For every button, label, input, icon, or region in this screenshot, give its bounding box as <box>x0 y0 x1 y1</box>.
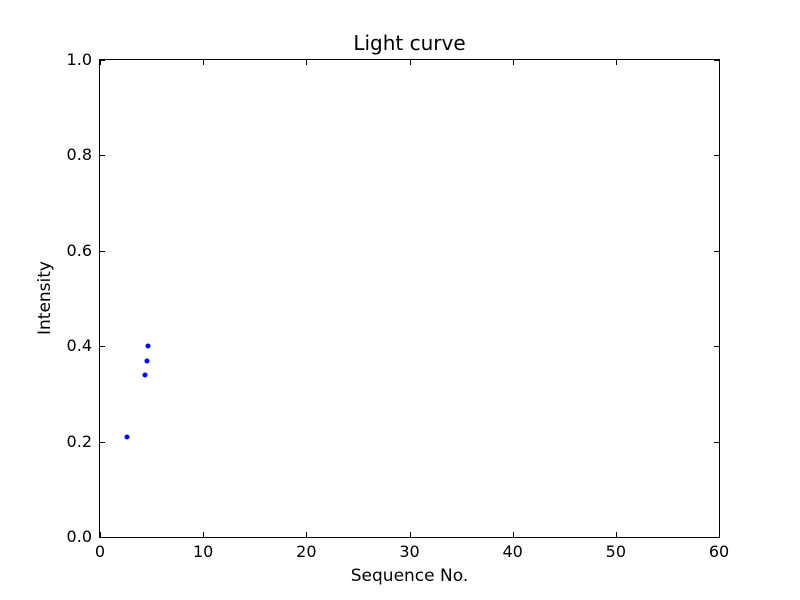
x-tick <box>512 532 514 537</box>
y-tick <box>100 155 105 157</box>
y-tick-right <box>714 537 719 538</box>
x-tick-top <box>615 60 617 65</box>
y-tick-right <box>714 250 719 252</box>
x-tick-top <box>100 60 101 65</box>
x-tick-label: 30 <box>399 542 420 561</box>
y-tick-right <box>714 155 719 157</box>
x-tick-label: 60 <box>708 542 730 561</box>
y-tick-label: 0.4 <box>66 336 92 356</box>
x-tick-top <box>306 60 308 65</box>
x-tick <box>615 532 617 537</box>
y-tick <box>100 441 105 443</box>
x-tick <box>203 532 205 537</box>
x-tick-label: 10 <box>192 542 214 561</box>
y-tick <box>100 537 105 538</box>
y-tick-right <box>714 346 719 348</box>
data-point <box>144 358 150 363</box>
x-tick-label: 50 <box>605 542 627 561</box>
y-tick-label: 0.0 <box>66 527 92 546</box>
x-tick-top <box>409 60 411 65</box>
x-tick <box>409 532 411 537</box>
y-tick-label: 0.8 <box>66 145 92 165</box>
data-point <box>142 372 148 378</box>
x-tick-top <box>203 60 205 65</box>
plot-area: 0 10 20 30 40 50 60 0.0 0.2 0.4 0.6 0.8 1.0 <box>67 52 730 560</box>
y-tick <box>100 60 105 61</box>
x-tick-top <box>512 60 514 65</box>
x-tick-label: 20 <box>296 542 317 561</box>
x-tick <box>306 532 308 537</box>
y-tick-label: 1.0 <box>66 50 92 69</box>
y-tick-right <box>714 441 719 443</box>
data-point <box>145 343 151 349</box>
y-axis-label: Intensity <box>35 261 55 335</box>
x-axis-label: Sequence No. <box>350 566 469 586</box>
y-tick-label: 0.6 <box>66 240 92 260</box>
x-tick-top <box>719 60 720 65</box>
x-tick-label: 40 <box>502 542 523 561</box>
x-tick-label: 0 <box>94 542 106 561</box>
x-tick <box>719 532 720 537</box>
y-tick-right <box>714 60 719 61</box>
y-tick <box>100 346 105 348</box>
x-tick <box>100 532 101 537</box>
plot-title: Light curve <box>353 31 466 55</box>
y-tick <box>100 250 105 252</box>
data-point <box>124 434 130 440</box>
y-tick-label: 0.2 <box>66 431 92 451</box>
